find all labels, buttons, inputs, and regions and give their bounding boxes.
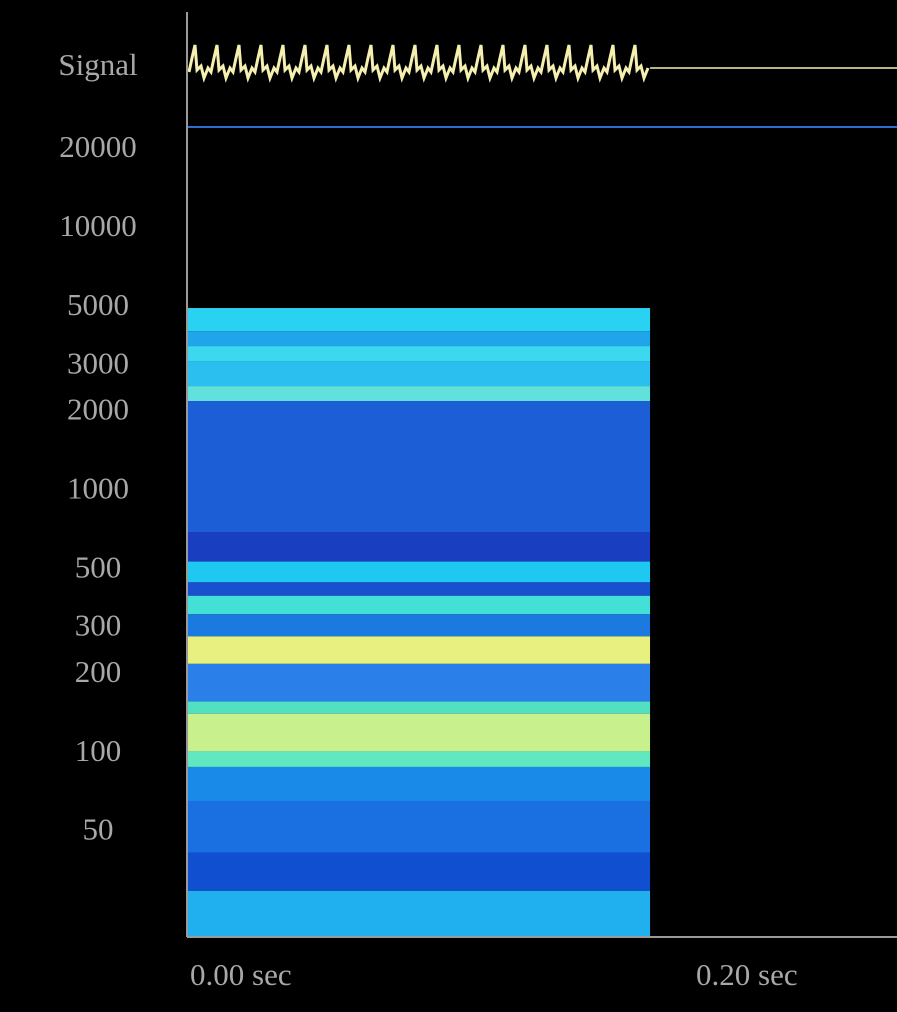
y-tick-label: 10000 <box>59 208 137 243</box>
signal-label: Signal <box>58 47 137 82</box>
y-tick-label: 20000 <box>59 129 137 164</box>
spectrogram-band <box>187 614 650 636</box>
spectrogram-band <box>187 401 650 532</box>
y-tick-label: 500 <box>75 549 122 584</box>
spectrogram-band <box>187 801 650 852</box>
spectrogram-band <box>187 751 650 767</box>
spectrogram-band <box>187 852 650 890</box>
spectrogram-band <box>187 596 650 615</box>
spectrogram-band <box>187 361 650 386</box>
spectrogram-band <box>187 331 650 346</box>
y-tick-label: 5000 <box>67 287 129 322</box>
spectrogram-band <box>187 386 650 401</box>
spectrogram-band <box>187 532 650 562</box>
y-tick-label: 3000 <box>67 345 129 380</box>
spectrogram-band <box>187 714 650 752</box>
y-tick-label: 2000 <box>67 392 129 427</box>
x-tick-label: 0.20 sec <box>696 957 798 992</box>
spectrogram-band <box>187 702 650 714</box>
y-tick-label: 200 <box>75 654 122 689</box>
spectrogram-view: Signal 50 100 200 300 500 1000 2000 3000 5000 100… <box>0 0 897 1012</box>
x-tick-label: 0.00 sec <box>190 957 292 992</box>
spectrogram-band <box>187 664 650 702</box>
spectrogram-band <box>187 308 650 331</box>
y-tick-label: 1000 <box>67 470 129 505</box>
spectrogram-band <box>187 636 650 663</box>
spectrogram-band <box>187 767 650 801</box>
y-tick-label: 100 <box>75 733 122 768</box>
y-tick-label: 50 <box>83 812 114 847</box>
spectrogram-band <box>187 582 650 595</box>
spectrogram-band <box>187 346 650 361</box>
y-tick-label: 300 <box>75 608 122 643</box>
spectrogram-band <box>187 562 650 583</box>
spectrogram-band <box>187 891 650 937</box>
